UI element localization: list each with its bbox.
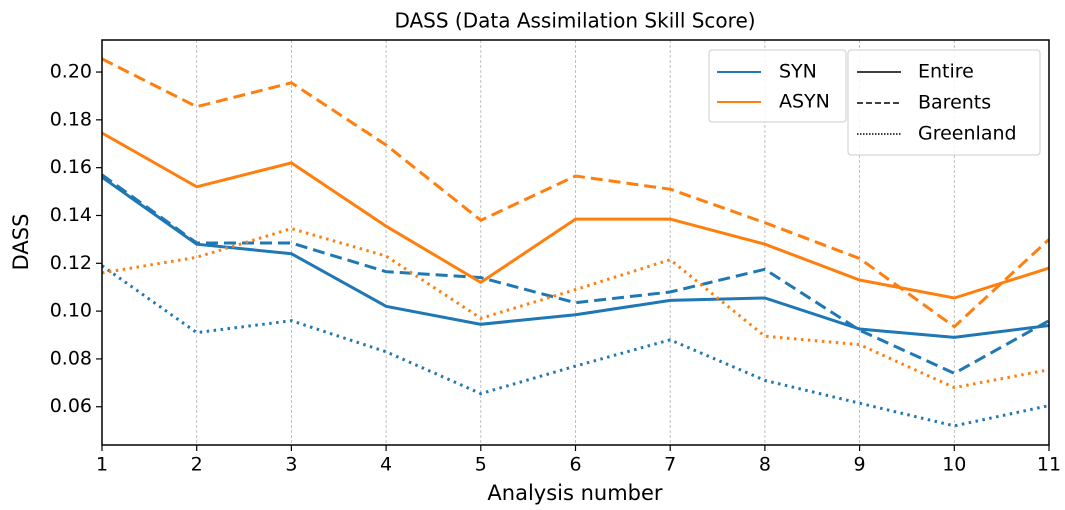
x-tick-label: 9 bbox=[854, 454, 866, 476]
x-tick-label: 5 bbox=[475, 454, 487, 476]
y-tick-label: 0.06 bbox=[50, 395, 92, 417]
y-tick-label: 0.18 bbox=[50, 108, 92, 130]
y-tick-label: 0.12 bbox=[50, 252, 92, 274]
x-tick-label: 10 bbox=[942, 454, 966, 476]
legend-label: ASYN bbox=[779, 91, 830, 113]
line-series bbox=[101, 227, 1050, 390]
x-axis-label: Analysis number bbox=[487, 481, 663, 505]
legend-label: Barents bbox=[918, 92, 991, 114]
legend-label: Greenland bbox=[918, 123, 1017, 145]
y-axis-label: DASS bbox=[9, 214, 33, 271]
x-tick-label: 2 bbox=[191, 454, 203, 476]
legend-label: SYN bbox=[779, 61, 817, 83]
line-series bbox=[101, 131, 1050, 300]
line-series bbox=[101, 175, 1050, 339]
y-tick-label: 0.14 bbox=[50, 204, 92, 226]
y-tick-label: 0.20 bbox=[50, 61, 92, 83]
line-series bbox=[101, 264, 1050, 428]
line-series bbox=[101, 173, 1050, 375]
legend: SYN ASYN bbox=[708, 49, 847, 123]
y-tick-label: 0.10 bbox=[50, 300, 92, 322]
x-tick-label: 6 bbox=[569, 454, 581, 476]
legend-box bbox=[708, 49, 847, 123]
x-tick-label: 7 bbox=[664, 454, 676, 476]
x-tick-label: 3 bbox=[285, 454, 297, 476]
x-tick-label: 8 bbox=[759, 454, 771, 476]
y-tick-label: 0.16 bbox=[50, 156, 92, 178]
x-tick-label: 1 bbox=[96, 454, 108, 476]
plot-frame bbox=[101, 39, 1050, 446]
legend-box bbox=[847, 49, 1041, 156]
line-series bbox=[101, 57, 1051, 329]
legend-label: Entire bbox=[918, 61, 974, 83]
x-tick-label: 4 bbox=[380, 454, 392, 476]
chart-title: DASS (Data Assimilation Skill Score) bbox=[394, 9, 755, 33]
y-tick-label: 0.08 bbox=[50, 347, 92, 369]
x-tick-label: 11 bbox=[1037, 454, 1061, 476]
legend: Entire Barents Greenland bbox=[847, 49, 1041, 156]
